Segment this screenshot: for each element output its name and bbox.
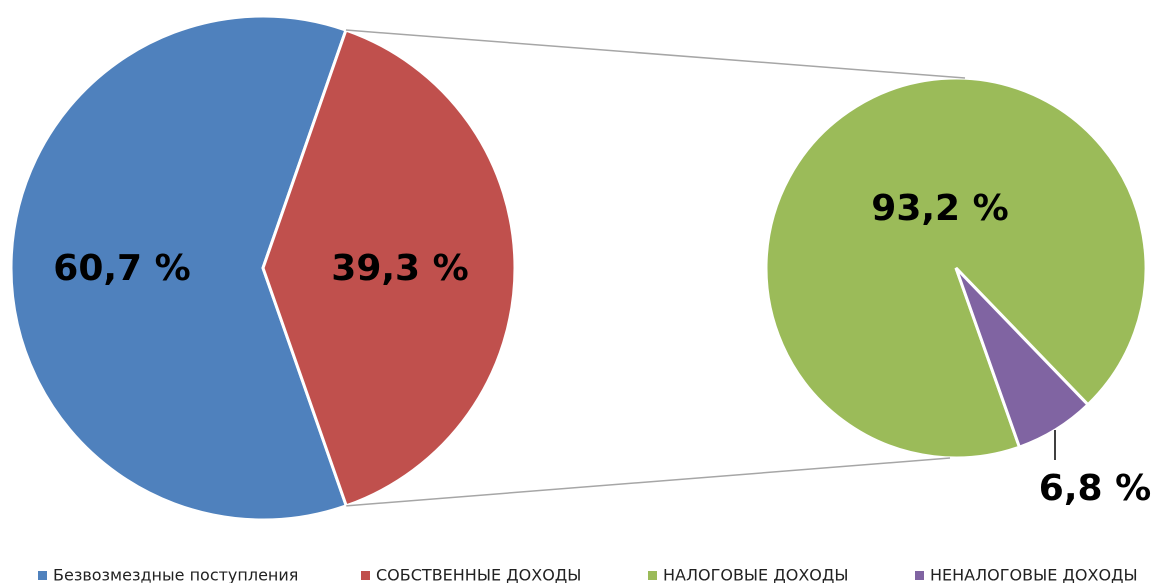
value-label: 6,8 % <box>1039 468 1151 509</box>
value-label: 39,3 % <box>331 248 468 289</box>
connector-line <box>345 29 966 79</box>
legend-swatch <box>648 571 657 580</box>
connector-line <box>346 457 951 507</box>
legend-label: НЕНАЛОГОВЫЕ ДОХОДЫ <box>930 566 1138 583</box>
legend-swatch <box>361 571 370 580</box>
value-label: 93,2 % <box>871 188 1008 229</box>
legend-label: Безвозмездные поступления <box>53 566 298 583</box>
pie-slice <box>9 14 349 522</box>
value-label: 60,7 % <box>53 248 190 289</box>
legend-swatch <box>38 571 47 580</box>
pie-slice <box>954 266 1091 450</box>
legend-swatch <box>915 571 924 580</box>
legend-label: СОБСТВЕННЫЕ ДОХОДЫ <box>376 566 581 583</box>
pie-slice <box>261 28 517 508</box>
legend-label: НАЛОГОВЫЕ ДОХОДЫ <box>663 566 849 583</box>
